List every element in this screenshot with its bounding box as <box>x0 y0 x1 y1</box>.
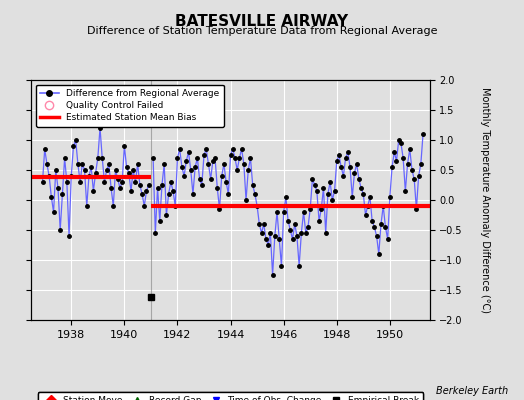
Text: Difference of Station Temperature Data from Regional Average: Difference of Station Temperature Data f… <box>87 26 437 36</box>
Y-axis label: Monthly Temperature Anomaly Difference (°C): Monthly Temperature Anomaly Difference (… <box>479 87 489 313</box>
Text: Berkeley Earth: Berkeley Earth <box>436 386 508 396</box>
Text: BATESVILLE AIRWAY: BATESVILLE AIRWAY <box>176 14 348 29</box>
Legend: Station Move, Record Gap, Time of Obs. Change, Empirical Break: Station Move, Record Gap, Time of Obs. C… <box>38 392 423 400</box>
